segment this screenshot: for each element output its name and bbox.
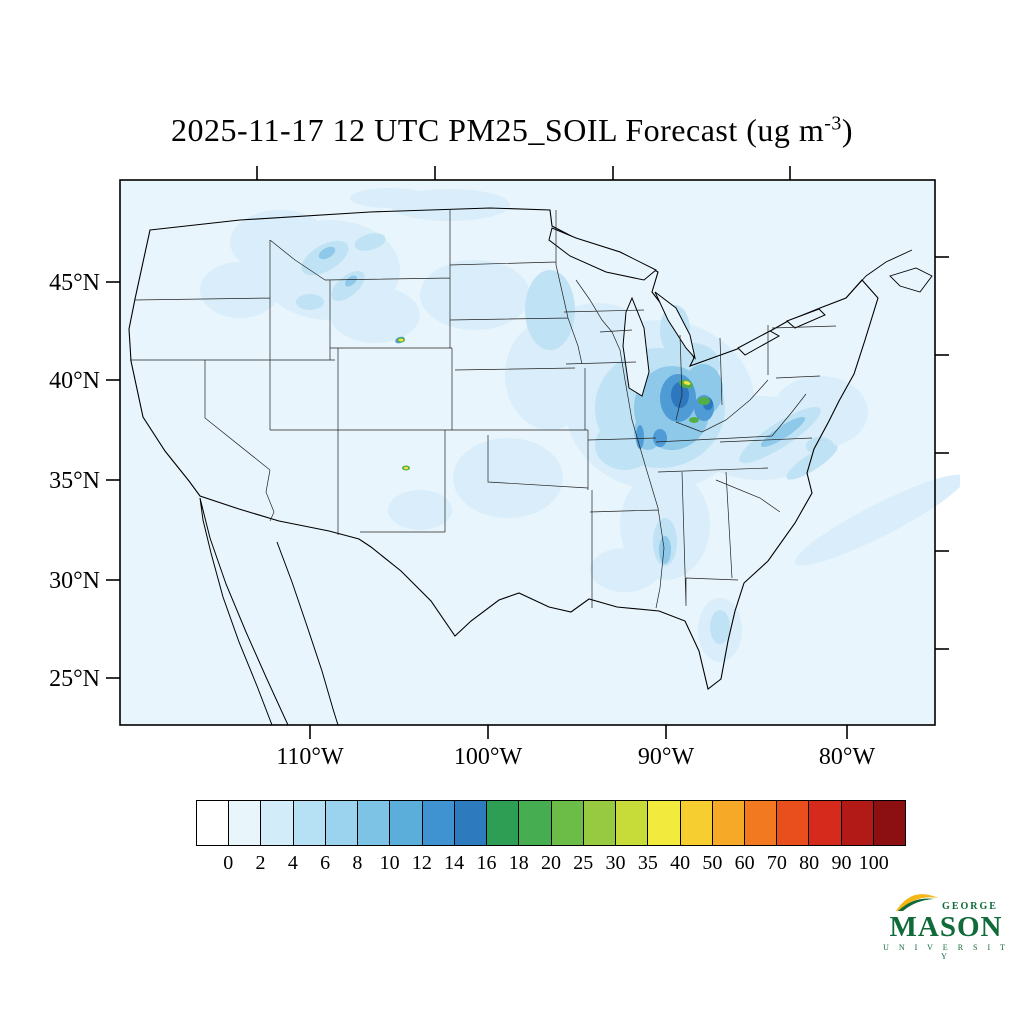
lat-label: 45°N	[49, 270, 100, 296]
lat-axis-labels: 45°N 40°N 35°N 30°N 25°N	[49, 270, 100, 692]
colorbar-box	[582, 800, 617, 846]
colorbar-label: 50	[702, 852, 723, 874]
lon-axis-labels: 110°W 100°W 90°W 80°W	[276, 744, 875, 770]
colorbar-box	[260, 800, 294, 846]
map-content	[128, 188, 960, 726]
gmu-logo-top: GEORGE	[880, 892, 1012, 912]
colorbar-box	[808, 800, 842, 846]
colorbar-box	[389, 800, 423, 846]
lon-label: 110°W	[276, 744, 344, 770]
colorbar	[196, 800, 907, 846]
colorbar-label: 8	[352, 852, 363, 874]
gmu-logo-mason: MASON	[889, 911, 1003, 943]
state-borders	[130, 210, 837, 609]
great-lakes	[548, 227, 826, 397]
lat-label: 30°N	[49, 568, 100, 594]
colorbar-label: 4	[287, 852, 298, 874]
gmu-logo-george: GEORGE	[942, 900, 998, 912]
colorbar-box	[196, 800, 230, 846]
lat-label: 40°N	[49, 368, 100, 394]
colorbar-labels: 0 2 4 6 8 10 12 14 16 18 20 25 30 35 40 50 60 70 80 90 100	[196, 852, 906, 878]
colorbar-label: 80	[799, 852, 820, 874]
colorbar-label: 10	[379, 852, 400, 874]
tick-marks	[106, 166, 949, 739]
colorbar-label: 18	[508, 852, 529, 874]
colorbar-label: 25	[573, 852, 594, 874]
lat-label: 25°N	[49, 666, 100, 692]
colorbar-box	[518, 800, 552, 846]
colorbar-label: 2	[255, 852, 266, 874]
colorbar-box	[324, 800, 359, 846]
colorbar-label: 6	[320, 852, 331, 874]
colorbar-boxes	[196, 800, 907, 846]
colorbar-box	[872, 800, 907, 846]
pm25-level-yellow	[398, 338, 691, 470]
colorbar-label: 90	[831, 852, 852, 874]
colorbar-box	[711, 800, 745, 846]
pm25-level-light	[200, 188, 960, 662]
colorbar-label: 100	[858, 852, 889, 874]
lon-label: 90°W	[638, 744, 695, 770]
colorbar-label: 70	[766, 852, 787, 874]
colorbar-box	[486, 800, 520, 846]
gmu-swoosh-icon	[896, 894, 939, 911]
colorbar-box	[292, 800, 326, 846]
colorbar-box	[228, 800, 262, 846]
colorbar-box	[615, 800, 649, 846]
gmu-logo: GEORGE MASON U N I V E R S I T Y	[880, 892, 1012, 961]
colorbar-box	[743, 800, 778, 846]
colorbar-label: 35	[637, 852, 658, 874]
plot-title-main: 2025-11-17 12 UTC PM25_SOIL Forecast (ug…	[171, 112, 825, 148]
forecast-map: 45°N 40°N 35°N 30°N 25°N 110°W 100°W 90°…	[49, 166, 960, 770]
colorbar-box	[679, 800, 713, 846]
plot-title-exponent: -3	[824, 112, 842, 135]
colorbar-label: 0	[223, 852, 234, 874]
colorbar-box	[840, 800, 874, 846]
canada-coastline	[845, 249, 933, 299]
colorbar-box	[357, 800, 391, 846]
lon-label: 100°W	[454, 744, 523, 770]
colorbar-label: 12	[411, 852, 432, 874]
colorbar-label: 20	[541, 852, 561, 874]
colorbar-label: 16	[476, 852, 497, 874]
colorbar-label: 40	[670, 852, 691, 874]
plot-title-suffix: )	[841, 112, 853, 148]
colorbar-box	[776, 800, 810, 846]
colorbar-box	[550, 800, 584, 846]
colorbar-box	[421, 800, 455, 846]
plot-title: 2025-11-17 12 UTC PM25_SOIL Forecast (ug…	[0, 112, 1024, 149]
colorbar-box	[453, 800, 488, 846]
colorbar-label: 60	[734, 852, 755, 874]
colorbar-label: 14	[444, 852, 465, 874]
colorbar-label: 30	[605, 852, 626, 874]
colorbar-box	[647, 800, 681, 846]
lon-label: 80°W	[819, 744, 876, 770]
gmu-logo-university: U N I V E R S I T Y	[883, 943, 1009, 961]
lat-label: 35°N	[49, 468, 100, 494]
